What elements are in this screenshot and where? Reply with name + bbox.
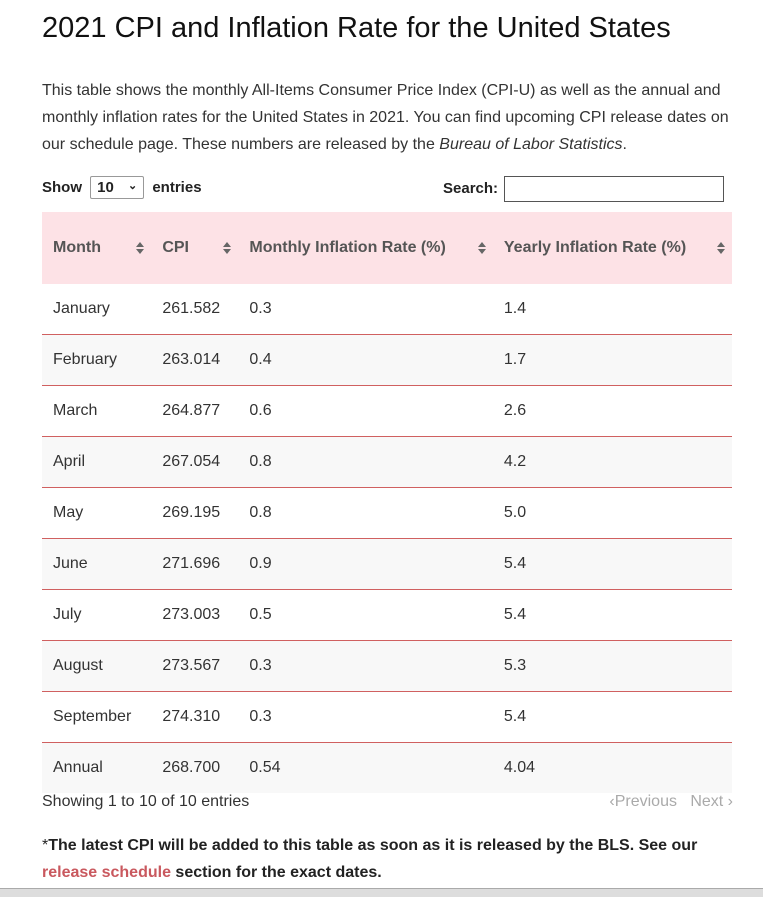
column-title: Monthly Inflation Rate (%) [249,239,446,256]
table-cell: July [42,589,152,641]
column-title: Month [53,239,101,256]
table-cell: April [42,436,152,488]
table-row: February 263.014 0.4 1.7 [42,334,732,386]
table-cell: 5.0 [492,487,732,539]
sort-icon [223,242,232,254]
footnote-asterisk: * [42,837,49,854]
table-row: May 269.195 0.8 5.0 [42,487,732,539]
table-cell: 5.4 [492,691,732,743]
table-cell: Annual [42,742,152,793]
table-cell: 5.4 [492,589,732,641]
length-value: 10 [97,179,114,196]
column-header[interactable]: Yearly Inflation Rate (%) [492,212,732,284]
table-cell: 0.4 [238,334,493,386]
length-control: Show 10 ⌄ entries [42,176,202,199]
table-row: September 274.310 0.3 5.4 [42,691,732,743]
table-cell: 268.700 [151,742,239,793]
intro: This table shows the monthly All-Items C… [42,77,742,158]
search-control: Search: [443,176,725,202]
next-button[interactable]: Next › [690,793,733,810]
search-input[interactable] [504,176,725,202]
column-title: CPI [162,239,189,256]
table-row: April 267.054 0.8 4.2 [42,436,732,488]
column-title: Yearly Inflation Rate (%) [503,239,687,256]
intro-end: . [622,136,627,153]
table-cell: 273.567 [151,640,239,692]
previous-label: Previous [614,793,677,810]
table-cell: 1.7 [492,334,732,386]
table-cell: February [42,334,152,386]
table-cell: 5.4 [492,538,732,590]
length-select[interactable]: 10 ⌄ [90,176,145,199]
table-cell: 0.5 [238,589,493,641]
footnote: *The latest CPI will be added to this ta… [42,832,732,886]
next-label: Next [690,793,724,810]
table-cell: 0.6 [238,385,493,437]
table-cell: 0.8 [238,436,493,488]
intro-text: This table shows the monthly All-Items C… [42,82,729,153]
release-schedule-link[interactable]: release schedule [42,864,171,881]
table-cell: 261.582 [151,284,239,335]
column-header[interactable]: Monthly Inflation Rate (%) [238,212,493,284]
table-cell: 0.3 [238,640,493,692]
table-row: July 273.003 0.5 5.4 [42,589,732,641]
table-cell: 274.310 [151,691,239,743]
table-cell: 0.9 [238,538,493,590]
table-cell: June [42,538,152,590]
column-header[interactable]: CPI [151,212,239,284]
table-cell: 4.2 [492,436,732,488]
footnote-text: The latest CPI will be added to this tab… [48,837,698,854]
sort-icon [136,242,145,254]
table-cell: March [42,385,152,437]
table-cell: 273.003 [151,589,239,641]
table-info: Showing 1 to 10 of 10 entries [42,793,250,810]
table-cell: 0.54 [238,742,493,793]
table-cell: September [42,691,152,743]
table-cell: 267.054 [151,436,239,488]
table-cell: 271.696 [151,538,239,590]
table-cell: 4.04 [492,742,732,793]
table-cell: 0.8 [238,487,493,539]
table-row: January 261.582 0.3 1.4 [42,284,732,335]
table-cell: May [42,487,152,539]
page-title: 2021 CPI and Inflation Rate for the Unit… [42,12,671,44]
table-cell: 0.3 [238,691,493,743]
sort-icon [717,242,725,254]
table-row: March 264.877 0.6 2.6 [42,385,732,437]
table-cell: 2.6 [492,385,732,437]
table-cell: 269.195 [151,487,239,539]
table-cell: January [42,284,152,335]
column-header[interactable]: Month [42,212,152,284]
table-cell: 263.014 [151,334,239,386]
intro-emphasis: Bureau of Labor Statistics [439,136,623,153]
table-cell: 1.4 [492,284,732,335]
pagination: ‹Previous Next › [609,793,733,811]
scrollbar [0,888,763,897]
search-label: Search: [443,179,499,197]
show-label: Show [42,179,82,196]
sort-icon [477,242,486,254]
table-row: August 273.567 0.3 5.3 [42,640,732,692]
cpi-table: Month CPI Monthly Inflation Rate (%) Yearly… [42,212,732,793]
previous-button[interactable]: ‹Previous [609,793,677,810]
table-row: Annual 268.700 0.54 4.04 [42,742,732,793]
table-cell: August [42,640,152,692]
table-cell: 264.877 [151,385,239,437]
footnote-end: section for the exact dates. [170,864,382,881]
table-cell: 0.3 [238,284,493,335]
table-cell: 5.3 [492,640,732,692]
table-row: June 271.696 0.9 5.4 [42,538,732,590]
header-row: Month CPI Monthly Inflation Rate (%) Yearly… [42,212,732,284]
entries-label: entries [152,179,202,196]
